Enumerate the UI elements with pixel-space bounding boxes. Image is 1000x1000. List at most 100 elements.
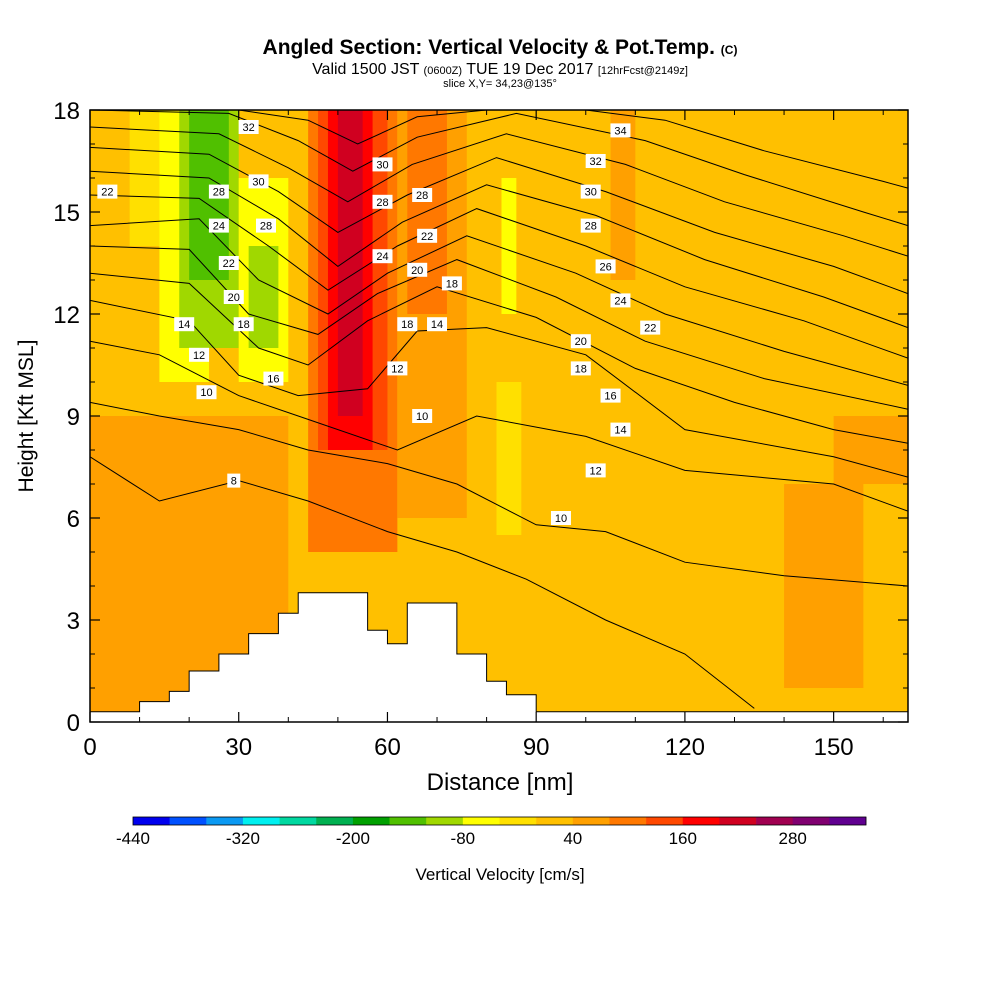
contour-label-bg-0	[97, 184, 118, 199]
contour-label-8: 18	[238, 319, 250, 331]
contour-label-23: 12	[391, 363, 403, 375]
contour-label-1: 32	[243, 122, 255, 134]
contour-label-6: 22	[223, 258, 235, 270]
potential-temperature-contours	[90, 110, 908, 709]
contour-label-27: 30	[585, 187, 597, 199]
x-tick-label-150: 150	[814, 734, 854, 761]
contour-label-bg-10	[189, 347, 210, 362]
colorbar-swatch-3	[242, 817, 280, 825]
contour-label-bg-7	[223, 290, 244, 304]
contour-label-bg-2	[208, 184, 229, 199]
contour-label-17: 24	[376, 251, 388, 263]
y-tick-label-9: 9	[67, 404, 80, 431]
contour-label-34: 16	[604, 391, 616, 403]
y-tick-label-3: 3	[67, 608, 80, 635]
contour-label-30: 24	[614, 295, 626, 307]
colorbar-swatch-12	[572, 817, 610, 825]
contour-label-3: 30	[252, 176, 264, 188]
velocity-cell-14	[496, 382, 522, 535]
contour-label-bg-29	[595, 259, 616, 274]
valid-utc: (0600Z)	[423, 65, 463, 77]
chart-subtitle: Valid 1500 JST (0600Z) TUE 19 Dec 2017 […	[0, 61, 1000, 79]
theta-contour-34	[585, 110, 908, 189]
contour-label-10: 12	[193, 350, 205, 362]
velocity-cell-7	[248, 246, 279, 348]
contour-label-bg-35	[610, 422, 631, 437]
contour-label-31: 22	[644, 323, 656, 335]
contour-label-22: 14	[431, 319, 443, 331]
contour-label-bg-15	[372, 194, 393, 209]
contour-label-32: 20	[575, 336, 587, 348]
colorbar-frame	[132, 816, 867, 826]
x-tick-label-0: 0	[83, 734, 96, 761]
velocity-cell-15	[501, 178, 517, 314]
contour-label-bg-18	[417, 228, 438, 243]
contour-label-bg-34	[600, 388, 621, 403]
theta-contour-20	[90, 218, 908, 386]
colorbar-swatch-6	[352, 817, 390, 825]
contour-label-bg-24	[412, 409, 433, 423]
theta-contour-8	[90, 456, 755, 709]
x-tick-label-90: 90	[523, 734, 550, 761]
velocity-cell-13	[407, 110, 447, 314]
y-tick-label-18: 18	[53, 98, 80, 125]
title-main: Angled Section: Vertical Velocity & Pot.…	[262, 36, 715, 59]
contour-label-bg-37	[550, 511, 571, 525]
theta-contour-24	[90, 170, 908, 329]
colorbar-swatch-15	[682, 817, 720, 825]
contour-label-bg-19	[407, 262, 428, 277]
colorbar-tick-label-0: -440	[116, 829, 150, 848]
contour-label-36: 12	[590, 465, 602, 477]
colorbar-swatch-0	[133, 817, 170, 825]
contour-label-bg-30	[610, 293, 631, 308]
x-tick-label-30: 30	[225, 734, 252, 761]
contour-label-12: 16	[267, 374, 279, 386]
valid-time: Valid 1500 JST	[312, 61, 420, 78]
contour-label-25: 34	[614, 125, 626, 137]
contour-label-0: 22	[101, 187, 113, 199]
contour-label-16: 28	[416, 190, 428, 202]
theta-contour-30	[90, 110, 908, 227]
contour-label-7: 20	[228, 292, 240, 304]
colorbar-swatch-1	[169, 817, 207, 825]
contour-label-bg-22	[427, 317, 448, 332]
y-axis-label: Height [Kft MSL]	[15, 340, 38, 493]
contour-label-bg-17	[372, 249, 393, 264]
colorbar-swatch-16	[719, 817, 757, 825]
velocity-cell-11	[337, 110, 363, 416]
y-tick-label-6: 6	[67, 506, 80, 533]
colorbar-tick-label-3: -80	[451, 829, 476, 848]
contour-label-bg-12	[263, 371, 284, 386]
chart-title: Angled Section: Vertical Velocity & Pot.…	[0, 36, 1000, 60]
colorbar-swatch-18	[792, 817, 830, 825]
velocity-cell-17	[784, 484, 864, 688]
contour-label-33: 18	[575, 363, 587, 375]
contour-label-bg-11	[196, 385, 217, 400]
colorbar-swatch-13	[609, 817, 647, 825]
contour-label-bg-21	[397, 317, 418, 332]
terrain-profile	[90, 592, 908, 722]
colorbar-swatch-2	[206, 817, 244, 825]
colorbar: -440 -320 -200 -80 40 160 280	[116, 816, 867, 848]
contour-label-4: 24	[213, 221, 225, 233]
theta-contour-12	[90, 340, 908, 512]
contour-label-bg-23	[387, 361, 408, 376]
forecast-info: [12hrFcst@2149z]	[597, 65, 688, 77]
title-unit: (C)	[720, 43, 738, 57]
contour-label-bg-5	[255, 218, 276, 233]
contour-label-26: 32	[590, 156, 602, 168]
colorbar-label: Vertical Velocity [cm/s]	[415, 865, 584, 884]
theta-contour-10	[90, 401, 908, 587]
contour-label-21: 18	[401, 319, 413, 331]
x-tick-label-60: 60	[374, 734, 401, 761]
colorbar-swatch-11	[536, 817, 574, 825]
contour-label-2: 28	[213, 187, 225, 199]
contour-label-bg-32	[570, 334, 591, 349]
contour-label-bg-1	[238, 120, 259, 134]
contour-label-bg-31	[640, 320, 661, 335]
contour-label-24: 10	[416, 411, 428, 423]
axes: 0 30 60 90 120 150 0 3 6 9 12 15 18	[53, 98, 908, 761]
colorbar-swatch-19	[829, 817, 867, 825]
colorbar-swatch-7	[389, 817, 427, 825]
